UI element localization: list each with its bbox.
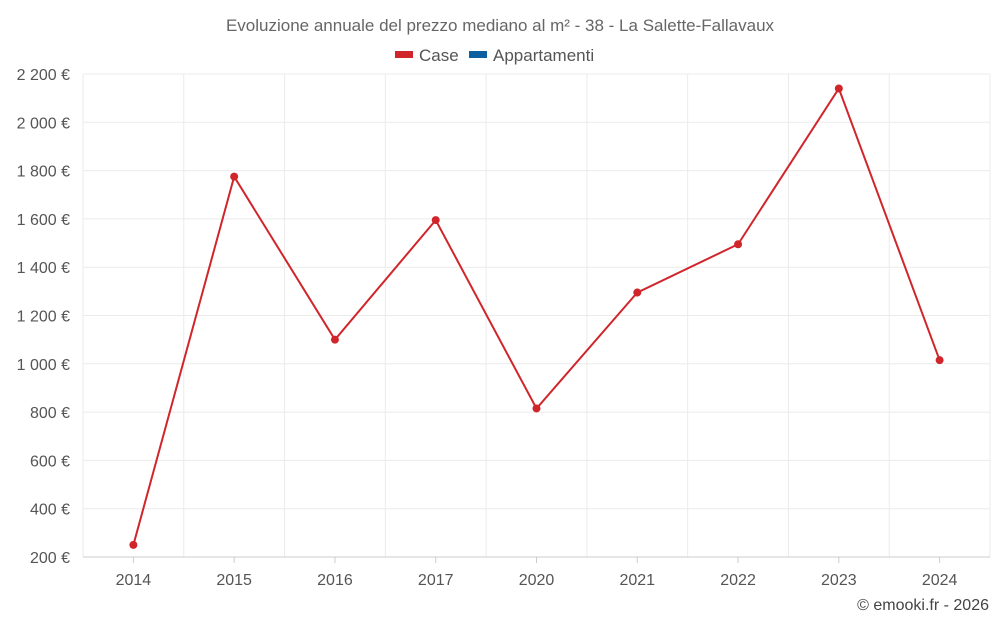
y-tick-label: 400 € [30,502,70,519]
series-line-case [132,86,941,546]
legend-label-case: Case [419,46,459,65]
legend-swatch-appartamenti [469,51,487,58]
y-tick-label: 200 € [30,550,70,567]
chart-title: Evoluzione annuale del prezzo mediano al… [226,16,775,35]
y-tick-label: 600 € [30,453,70,470]
y-tick-label: 1 800 € [17,164,70,181]
data-point-case-2021[interactable] [633,288,642,297]
data-point-case-2014[interactable] [129,540,138,549]
data-point-case-2022[interactable] [734,240,743,249]
x-tick-label: 2022 [720,572,756,589]
y-tick-label: 2 000 € [17,115,70,132]
y-tick-label: 2 200 € [17,67,70,84]
y-tick-label: 1 400 € [17,260,70,277]
x-tick-label: 2024 [922,572,958,589]
legend-label-appartamenti: Appartamenti [493,46,594,65]
data-point-case-2017[interactable] [431,216,440,225]
legend-item-appartamenti[interactable]: Appartamenti [469,46,594,65]
legend-swatch-case [395,51,413,58]
x-tick-label: 2017 [418,572,454,589]
x-tick-label: 2014 [116,572,152,589]
x-tick-label: 2020 [519,572,555,589]
x-axis-ticks: 2014 2015 2016 2017 2020 2021 2022 2023 2024 [116,557,958,589]
x-tick-label: 2021 [619,572,655,589]
x-tick-label: 2023 [821,572,857,589]
data-point-case-2024[interactable] [935,356,944,365]
series [129,84,944,549]
y-tick-label: 1 600 € [17,212,70,229]
data-point-case-2015[interactable] [230,172,239,181]
legend[interactable]: Case Appartamenti [395,46,594,65]
data-point-case-2020[interactable] [532,404,541,413]
y-tick-label: 1 000 € [17,357,70,374]
y-axis-ticks: 200 € 400 € 600 € 800 € 1 000 € 1 200 € 1 400 … [17,67,70,567]
y-tick-label: 1 200 € [17,309,70,326]
x-tick-label: 2015 [216,572,252,589]
data-point-case-2023[interactable] [834,84,843,93]
legend-item-case[interactable]: Case [395,46,459,65]
data-point-case-2016[interactable] [330,335,339,344]
x-tick-label: 2016 [317,572,353,589]
credit-text: © emooki.fr - 2026 [857,597,989,614]
grid [82,73,991,558]
y-tick-label: 800 € [30,405,70,422]
